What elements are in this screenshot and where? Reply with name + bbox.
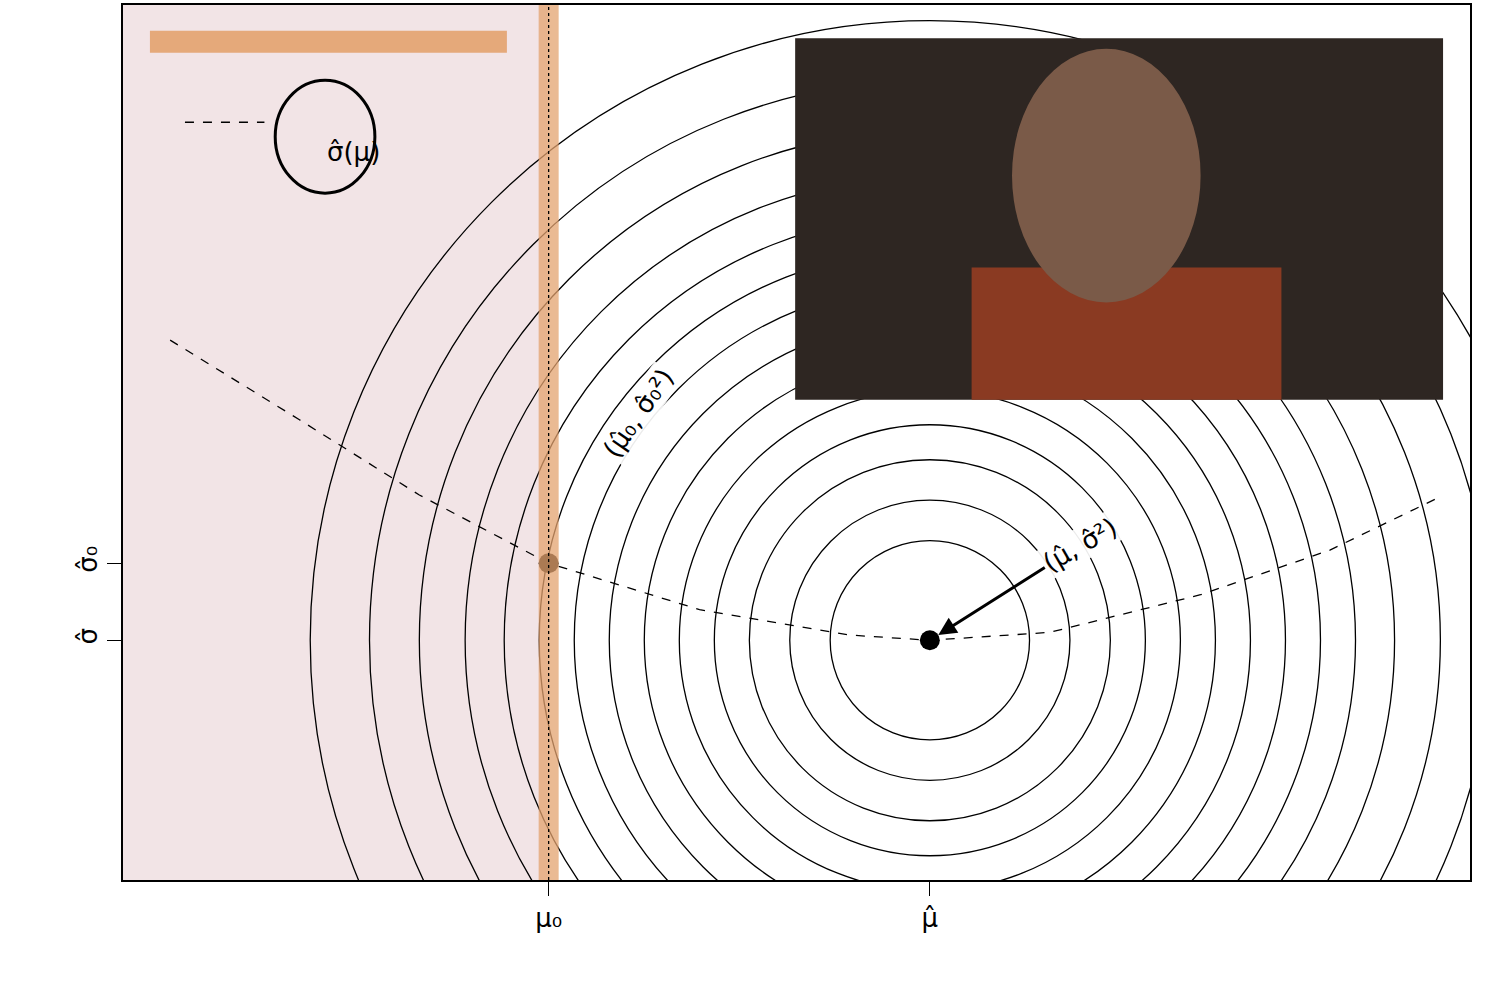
svg-text:(μ̂, σ̂²): (μ̂, σ̂²): [1038, 512, 1123, 578]
svg-text:μ̂: μ̂: [922, 903, 939, 933]
svg-text:σ̂: σ̂: [73, 628, 103, 644]
svg-text:σ̂(μ): σ̂(μ): [327, 137, 380, 167]
svg-text:μ₀: μ₀: [535, 903, 562, 933]
svg-text:(μ̂₀, σ̂₀²): (μ̂₀, σ̂₀²): [597, 363, 680, 463]
svg-text:σ̂₀: σ̂₀: [73, 546, 103, 573]
